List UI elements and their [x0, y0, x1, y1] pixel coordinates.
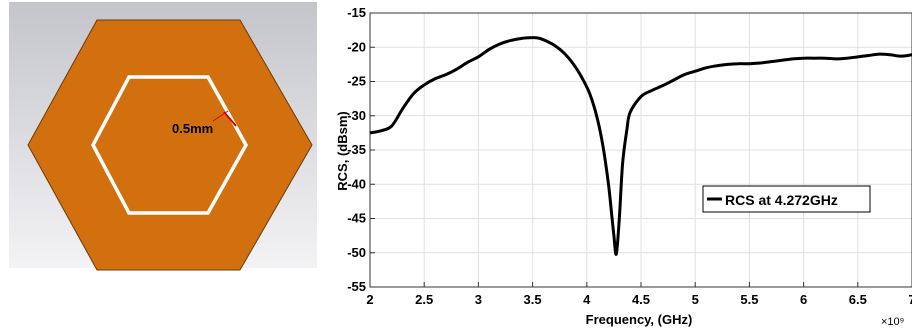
x-tick-label: 4.5	[632, 292, 650, 307]
x-tick-label: 7	[908, 292, 912, 307]
outer-hexagon-patch	[27, 19, 313, 271]
x-tick-label: 3.5	[524, 292, 542, 307]
x-tick-label: 2.5	[415, 292, 433, 307]
rcs-chart: 2 2.5 3 3.5 4 4.5 5 5.5 6 6.5 7 -15 -20 -25 -30 -35 -40…	[335, 5, 912, 328]
y-tick-label: -15	[347, 5, 366, 20]
x-axis-label: Frequency, (GHz)	[586, 312, 693, 327]
x-tick-label: 4	[583, 292, 591, 307]
x-tick-label: 2	[366, 292, 373, 307]
y-tick-label: -35	[347, 142, 366, 157]
legend: RCS at 4.272GHz	[702, 185, 871, 213]
dimension-label: 0.5mm	[172, 121, 213, 136]
legend-box	[702, 185, 871, 213]
y-tick-label: -55	[347, 279, 366, 294]
y-tick-label: -45	[347, 211, 366, 226]
dimension-leader-line	[212, 110, 229, 122]
legend-label: RCS at 4.272GHz	[725, 192, 838, 208]
y-axis-label: RCS, (dBsm)	[335, 111, 350, 190]
x-tick-label: 5	[692, 292, 699, 307]
hexagonal-slot	[91, 75, 249, 215]
y-tick-label: -30	[347, 108, 366, 123]
y-tick-label: -40	[347, 176, 366, 191]
x-tick-label: 6	[800, 292, 807, 307]
x-tick-label: 6.5	[849, 292, 867, 307]
gap-dimension-marker	[223, 111, 237, 127]
x-tick-label: 5.5	[740, 292, 758, 307]
grid	[369, 12, 912, 288]
ticks	[369, 12, 912, 288]
x-tick-label: 3	[475, 292, 482, 307]
x-tick-labels: 2 2.5 3 3.5 4 4.5 5 5.5 6 6.5 7	[366, 292, 912, 307]
y-tick-labels: -15 -20 -25 -30 -35 -40 -45 -50 -55	[347, 5, 366, 294]
x-axis-multiplier: ×10⁹	[881, 316, 904, 328]
y-tick-label: -20	[347, 39, 366, 54]
series-line-rcs	[369, 36, 912, 256]
y-tick-label: -25	[347, 74, 366, 89]
y-tick-label: -50	[347, 245, 366, 260]
unit-cell-panel: 0.5mm	[9, 2, 317, 271]
